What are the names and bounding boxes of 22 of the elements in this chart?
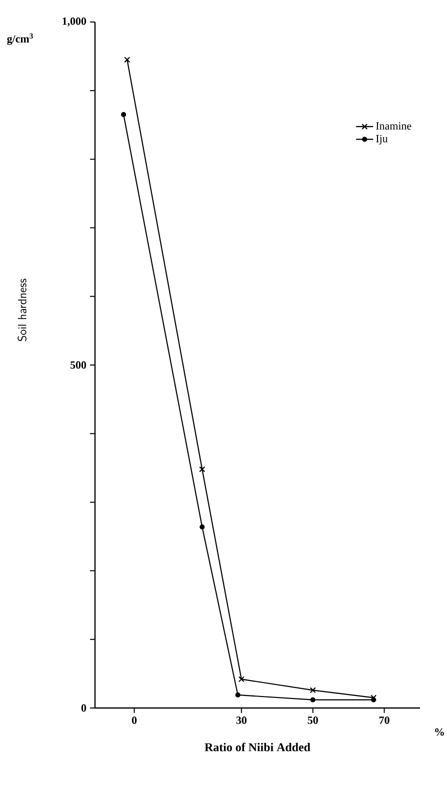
legend-label: Inamine [376,122,412,130]
point [124,56,130,63]
point [371,697,376,702]
y-axis-title: Soil hardness [18,278,26,342]
point [121,112,126,118]
point [238,676,244,682]
point [199,466,206,472]
point [310,687,316,694]
point [200,524,205,530]
text: % [435,728,444,736]
legend-label: Iju [376,134,388,145]
y-tick-label: 500 [70,361,86,369]
x-tick-label: 0 [132,716,137,724]
x-tick-label: 50 [308,716,318,724]
y-tick-label: 0 [81,704,86,712]
text: g/cm$^{3}$ [7,33,33,45]
point [310,697,316,702]
x-tick-label: 70 [379,716,390,724]
y-tick-label: 1,000 [62,18,86,26]
point [235,692,240,698]
x-axis-title: Ratio of Niibi Added [204,742,310,752]
x-tick-label: 30 [236,716,246,724]
